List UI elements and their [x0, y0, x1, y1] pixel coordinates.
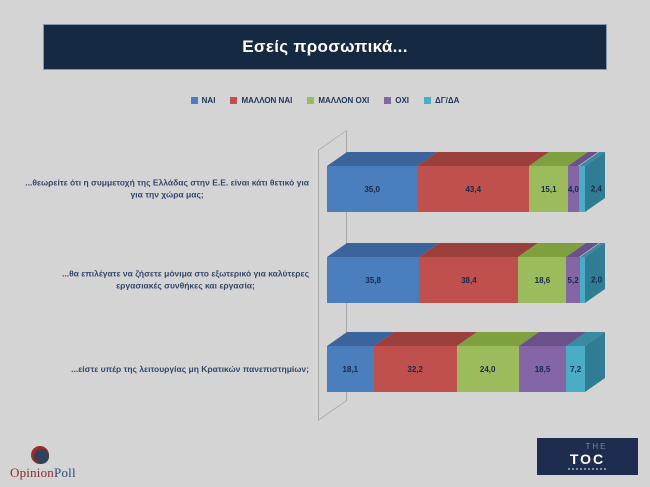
- page-title: Εσείς προσωπικά...: [242, 37, 408, 56]
- legend-label: ΜΑΛΛΟΝ ΝΑΙ: [241, 96, 293, 105]
- bar-segment-top-face: [417, 152, 550, 166]
- bar-segment: 18,5: [518, 332, 587, 392]
- category-label: ...θα επιλέγατε να ζήσετε μόνιμα στο εξω…: [62, 268, 309, 291]
- opinionpoll-word-poll: Poll: [54, 465, 76, 480]
- bar-row: 35,8 38,4 18,6 5,2 2,0: [327, 242, 605, 303]
- legend-label: ΜΑΛΛΟΝ ΟΧΙ: [318, 96, 370, 105]
- category-label: ...θεωρείτε ότι η συμμετοχή της Ελλάδας …: [25, 177, 309, 200]
- value-label: 18,1: [342, 364, 359, 374]
- value-label: 18,6: [534, 275, 551, 285]
- legend-swatch-icon: [190, 97, 198, 104]
- legend-swatch-icon: [384, 97, 392, 104]
- opinionpoll-wordmark: OpinionPoll: [10, 465, 76, 481]
- value-label: 24,0: [479, 364, 496, 374]
- legend-label: ΟΧΙ: [395, 96, 410, 105]
- category-label: ...είστε υπέρ της λειτουργίας μη Κρατικώ…: [71, 363, 309, 374]
- value-label: 2,4: [590, 184, 602, 194]
- legend-swatch-icon: [230, 97, 238, 104]
- legend-swatch-icon: [307, 97, 315, 104]
- value-label: 35,0: [364, 184, 380, 194]
- bar-segment: 2,4: [578, 151, 605, 212]
- bar-segment: 18,6: [518, 243, 587, 303]
- bar-segment: 5,2: [566, 243, 600, 303]
- thetoc-tagline: [567, 468, 608, 470]
- chart-area: 35,0 43,4 15,1 4,0 2,4 35,8 38,4 18,6 5,2 2,0 18,1…: [327, 0, 605, 487]
- bar-segment: 32,2: [373, 332, 477, 392]
- value-label: 7,2: [570, 364, 582, 374]
- legend-label: ΔΓ/ΔΑ: [435, 96, 460, 105]
- bar-segment: 43,4: [417, 152, 550, 212]
- opinionpoll-globe-icon: [31, 446, 49, 464]
- legend-item: ΔΓ/ΔΑ: [424, 96, 459, 105]
- legend-label: ΝΑΙ: [201, 96, 216, 105]
- value-label: 35,8: [365, 275, 381, 285]
- thetoc-word-the: THE: [585, 442, 608, 451]
- legend-item: ΜΑΛΛΟΝ ΟΧΙ: [307, 96, 369, 105]
- value-label: 5,2: [567, 275, 579, 285]
- bar-segment: 7,2: [566, 331, 605, 392]
- bar-segment: 35,8: [327, 243, 440, 303]
- value-label: 18,5: [534, 364, 551, 374]
- thetoc-word-toc: TOC: [569, 451, 606, 467]
- legend-item: ΝΑΙ: [190, 96, 216, 105]
- legend-swatch-icon: [424, 97, 432, 104]
- bar-segment: 38,4: [419, 243, 539, 303]
- value-label: 32,2: [407, 364, 423, 374]
- legend-item: ΜΑΛΛΟΝ ΝΑΙ: [230, 96, 292, 105]
- value-label: 4,0: [567, 184, 579, 194]
- bar-segment: 15,1: [529, 152, 589, 212]
- value-label: 38,4: [461, 275, 477, 285]
- thetoc-logo: THE TOC: [537, 438, 638, 475]
- bar-segment: 24,0: [456, 332, 539, 392]
- opinionpoll-word-opinion: Opinion: [10, 465, 55, 480]
- legend-item: ΟΧΙ: [384, 96, 409, 105]
- title-banner: Εσείς προσωπικά...: [43, 24, 607, 70]
- opinionpoll-logo: OpinionPoll: [10, 446, 76, 481]
- chart-legend: ΝΑΙ ΜΑΛΛΟΝ ΝΑΙ ΜΑΛΛΟΝ ΟΧΙ ΟΧΙ ΔΓ/ΔΑ: [0, 96, 650, 105]
- bar-segment: 35,0: [327, 152, 438, 212]
- bar-segment: 18,1: [327, 332, 394, 392]
- bar-row: 35,0 43,4 15,1 4,0 2,4: [327, 151, 605, 212]
- value-label: 15,1: [540, 184, 557, 194]
- value-label: 43,4: [465, 184, 482, 194]
- bar-segment: 4,0: [567, 152, 599, 212]
- bar-row: 18,1 32,2 24,0 18,5 7,2: [327, 331, 605, 392]
- bar-segment: 2,0: [579, 242, 605, 303]
- value-label: 2,0: [590, 275, 603, 285]
